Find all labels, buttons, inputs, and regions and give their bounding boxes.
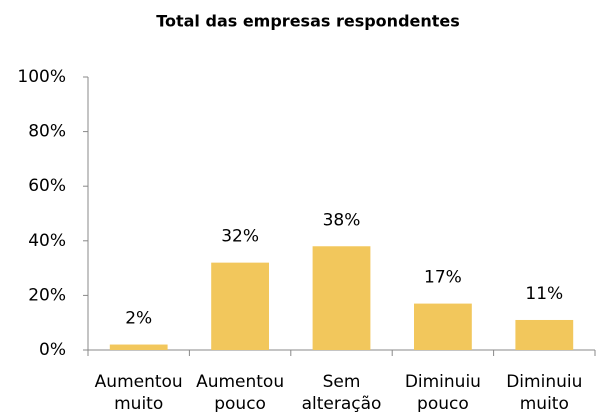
bar bbox=[414, 303, 472, 350]
x-tick-label: Diminuiu bbox=[506, 372, 582, 392]
y-tick-label: 0% bbox=[39, 340, 66, 360]
bar bbox=[312, 246, 371, 350]
bar bbox=[211, 262, 269, 350]
y-tick-label: 20% bbox=[28, 285, 66, 305]
x-tick-label: pouco bbox=[214, 394, 266, 412]
data-label: 11% bbox=[525, 284, 563, 304]
x-tick-label: Sem bbox=[323, 372, 361, 392]
data-label: 17% bbox=[424, 268, 462, 288]
x-tick-label: muito bbox=[114, 394, 163, 412]
y-tick-label: 100% bbox=[17, 67, 66, 87]
bar bbox=[109, 344, 168, 350]
x-tick-label: Aumentou bbox=[95, 372, 183, 392]
bar bbox=[515, 319, 574, 350]
chart-title: Total das empresas respondentes bbox=[156, 12, 460, 31]
data-label: 2% bbox=[125, 309, 152, 329]
y-tick-label: 40% bbox=[28, 231, 66, 251]
x-tick-label: alteração bbox=[302, 394, 382, 412]
x-tick-label: Diminuiu bbox=[405, 372, 481, 392]
data-label: 32% bbox=[221, 227, 259, 247]
y-tick-label: 80% bbox=[28, 122, 66, 142]
x-tick-label: pouco bbox=[417, 394, 469, 412]
y-tick-label: 60% bbox=[28, 176, 66, 196]
x-tick-label: Aumentou bbox=[196, 372, 284, 392]
x-tick-label: muito bbox=[520, 394, 569, 412]
data-label: 38% bbox=[323, 210, 361, 230]
